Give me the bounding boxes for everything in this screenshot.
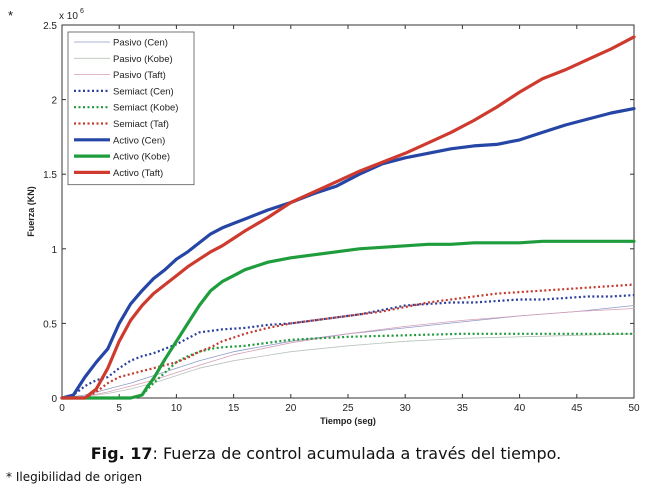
line-chart: Pasivo (Cen) Pasivo (Kobe) Pasivo (Taft) Se… (26, 8, 640, 426)
series-line-pasivo-cen (61, 305, 635, 399)
series-line-semiact-cen (61, 294, 635, 400)
y-axis-label: Fuerza (KN) (26, 186, 36, 237)
legend-label: Pasivo (Taft) (113, 70, 166, 81)
legend-label: Semiact (Cen) (113, 86, 174, 97)
legend-box (67, 31, 195, 186)
x-tick-label: 45 (571, 403, 583, 414)
legend-label: Semiact (Kobe) (113, 103, 178, 114)
y-tick-label: 0.5 (43, 319, 57, 330)
x-tick-label: 35 (457, 403, 469, 414)
y-tick-label: 0 (51, 394, 57, 405)
x-tick-label: 25 (342, 403, 354, 414)
legend-label: Activo (Taft) (113, 168, 163, 179)
y-tick-label: 2 (51, 96, 57, 107)
x-tick-label: 20 (285, 403, 297, 414)
figure-caption: Fig. 17: Fuerza de control acumulada a t… (0, 444, 652, 463)
footnote: * Ilegibilidad de origen (6, 470, 143, 484)
figure-caption-text: : Fuerza de control acumulada a través d… (152, 444, 562, 463)
x-tick-label: 10 (171, 403, 183, 414)
y-multiplier-exponent: 6 (80, 8, 84, 15)
series-line-semiact-kobe (62, 332, 634, 400)
legend-label: Activo (Cen) (113, 135, 165, 146)
series-line-pasivo-kobe (61, 333, 635, 399)
illegibility-marker: * (8, 8, 14, 23)
x-tick-label: 30 (400, 403, 412, 414)
legend: Pasivo (Cen) Pasivo (Kobe) Pasivo (Taft) Se… (67, 31, 195, 186)
x-axis-label: Tiempo (seg) (320, 416, 376, 426)
legend-label: Activo (Kobe) (113, 152, 170, 163)
series-line-activo-kobe (60, 239, 636, 400)
series-group (60, 35, 636, 400)
legend-label: Pasivo (Kobe) (113, 54, 173, 65)
y-tick-label: 2.5 (43, 21, 57, 32)
x-tick-label: 0 (59, 403, 65, 414)
x-tick-label: 40 (514, 403, 526, 414)
y-tick-label: 1 (51, 245, 57, 256)
x-tick-label: 50 (628, 403, 640, 414)
y-tick-label: 1.5 (43, 170, 57, 181)
series-line-semiact-taf (62, 283, 635, 400)
x-tick-label: 5 (116, 403, 122, 414)
series-line-pasivo-taft (61, 308, 635, 399)
x-tick-label: 15 (228, 403, 240, 414)
figure-caption-label: Fig. 17 (90, 444, 153, 463)
series-line-activo-cen (60, 106, 636, 400)
axis-labels: 0 5 10 15 20 25 30 35 40 45 50 0 0.5 1 1.5 2 2.5x 10 6 Tie… (26, 8, 640, 426)
series-line-activo-taft (60, 35, 636, 400)
y-multiplier: x 10 (59, 11, 78, 22)
legend-label: Semiact (Taf) (113, 119, 169, 130)
legend-label: Pasivo (Cen) (113, 38, 168, 49)
